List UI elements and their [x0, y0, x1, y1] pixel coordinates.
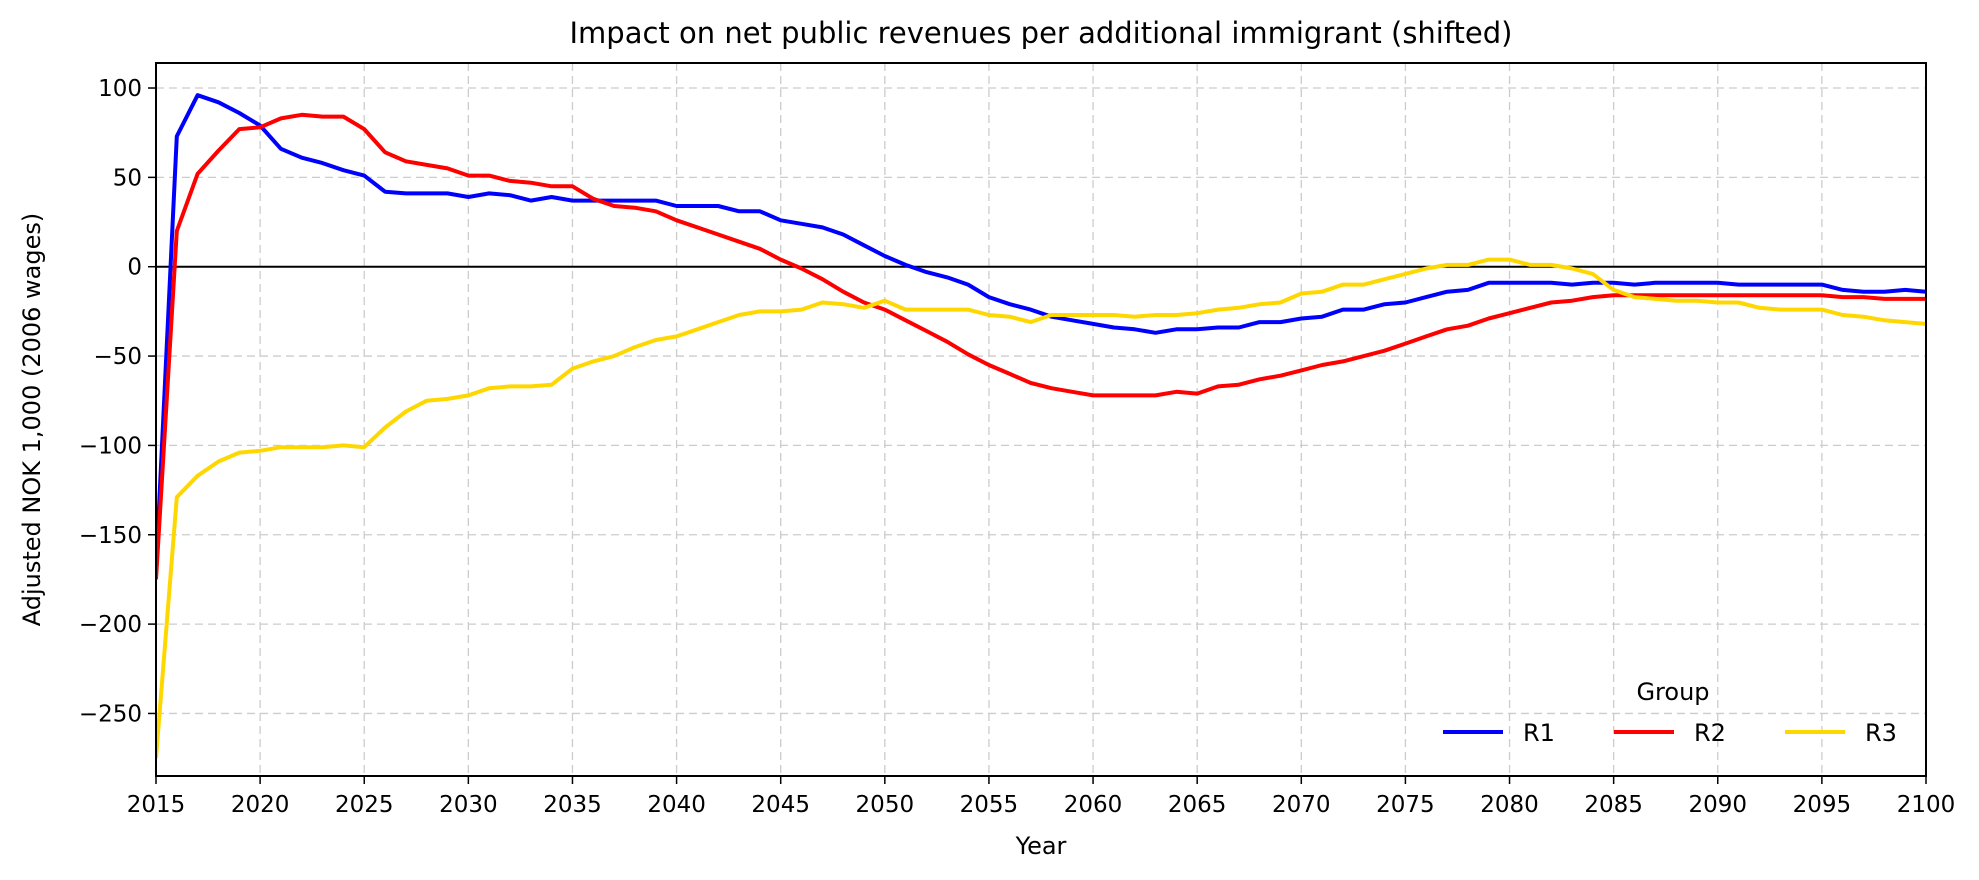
series-lines — [156, 93, 1926, 759]
x-tick-label: 2035 — [543, 792, 602, 818]
x-tick-label: 2095 — [1793, 792, 1852, 818]
x-tick-label: 2090 — [1688, 792, 1747, 818]
y-tick-label: −100 — [79, 433, 142, 459]
x-tick-label: 2040 — [647, 792, 706, 818]
legend: Group R1 R2 R3 — [1443, 678, 1897, 747]
plot-frame — [155, 62, 1927, 777]
y-axis-ticks: 100 50 0 −50 −100 −150 −200 −250 — [79, 76, 156, 727]
y-axis-label: Adjusted NOK 1,000 (2006 wages) — [18, 213, 46, 626]
x-axis-ticks: 2015 2020 2025 2030 2035 2040 2045 2050 2055 2060… — [127, 776, 1956, 818]
y-tick-label: −250 — [79, 701, 142, 727]
y-tick-label: 0 — [127, 255, 142, 281]
x-tick-label: 2070 — [1272, 792, 1331, 818]
legend-title: Group — [1636, 678, 1709, 706]
x-tick-label: 2050 — [856, 792, 915, 818]
y-tick-label: −200 — [79, 612, 142, 638]
x-tick-label: 2085 — [1584, 792, 1643, 818]
x-tick-label: 2075 — [1376, 792, 1435, 818]
series-line-r3 — [156, 257, 1926, 759]
y-tick-label: 100 — [98, 76, 142, 102]
legend-label-r3: R3 — [1865, 719, 1897, 747]
x-tick-label: 2080 — [1480, 792, 1539, 818]
chart-title: Impact on net public revenues per additi… — [569, 16, 1512, 50]
x-axis-label: Year — [1015, 832, 1067, 860]
y-tick-label: 50 — [113, 165, 142, 191]
x-tick-label: 2030 — [439, 792, 498, 818]
x-tick-label: 2060 — [1064, 792, 1123, 818]
x-tick-label: 2015 — [127, 792, 186, 818]
y-tick-label: −50 — [93, 344, 142, 370]
x-tick-label: 2020 — [231, 792, 290, 818]
x-tick-label: 2055 — [960, 792, 1019, 818]
x-tick-label: 2045 — [751, 792, 810, 818]
y-tick-label: −150 — [79, 523, 142, 549]
x-tick-label: 2100 — [1897, 792, 1956, 818]
x-tick-label: 2025 — [335, 792, 394, 818]
series-line-r1 — [156, 93, 1926, 571]
legend-label-r1: R1 — [1523, 719, 1555, 747]
legend-label-r2: R2 — [1694, 719, 1726, 747]
x-tick-label: 2065 — [1168, 792, 1227, 818]
